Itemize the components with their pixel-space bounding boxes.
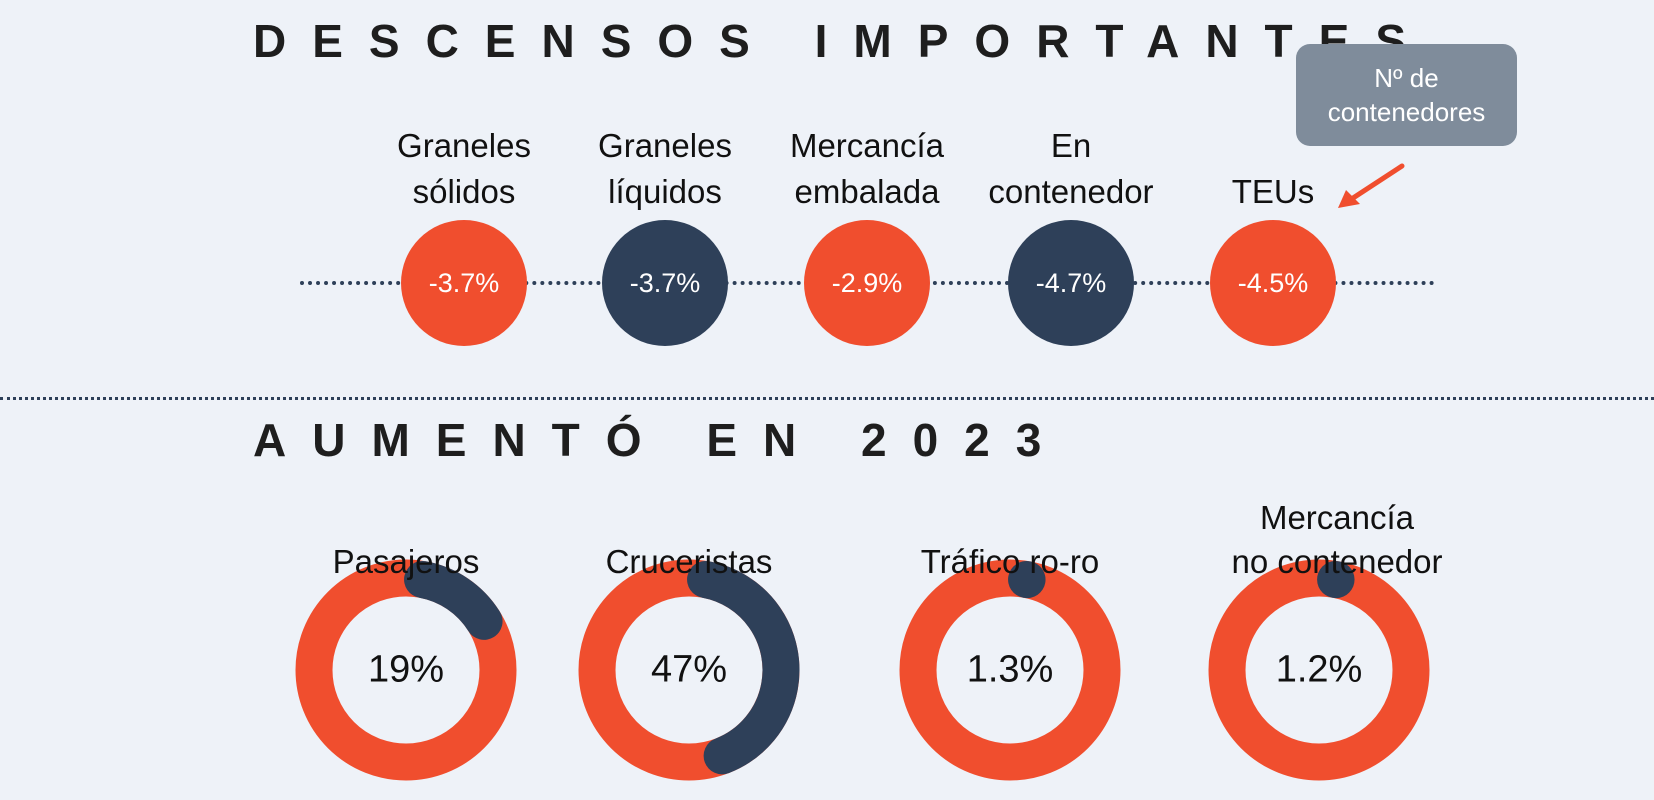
section-title-descensos: DESCENSOS IMPORTANTES [253, 15, 1432, 67]
label-line: sólidos [412, 173, 516, 210]
label-line: TEUs [1231, 173, 1315, 210]
label-line [860, 496, 1160, 540]
category-label: Graneles sólidos [354, 123, 574, 215]
donut-value-arc [295, 559, 517, 781]
value-bubble: -4.7% [1008, 220, 1134, 346]
category-label: TEUs [1163, 123, 1383, 215]
label-line: embalada [794, 173, 940, 210]
label-line: En [1050, 127, 1092, 164]
label-line: Cruceristas [605, 543, 773, 580]
section-title-aumento: AUMENTÓ EN 2023 [253, 414, 1068, 466]
donut-value-arc [899, 559, 1121, 781]
label-line: Graneles [598, 127, 732, 164]
donut-value: 47% [650, 648, 728, 691]
donut-value: 1.3% [966, 648, 1054, 691]
value-bubble: -4.5% [1210, 220, 1336, 346]
donut-value: 19% [367, 648, 445, 691]
value-bubble: -3.7% [401, 220, 527, 346]
callout-line: contenedores [1327, 97, 1486, 127]
value-bubble: -2.9% [804, 220, 930, 346]
callout-line: Nº de [1374, 63, 1439, 93]
donut-label: Pasajeros [256, 496, 556, 584]
label-line: Mercancía [789, 127, 945, 164]
value-bubble: -3.7% [602, 220, 728, 346]
donut-value-arc [1208, 559, 1430, 781]
label-line: contenedor [988, 173, 1154, 210]
label-line: Graneles [397, 127, 531, 164]
label-line: Mercancía [1259, 499, 1415, 536]
category-label: En contenedor [961, 123, 1181, 215]
arrow-icon [1338, 163, 1405, 208]
label-line [256, 496, 556, 540]
callout-box: Nº de contenedores [1296, 44, 1517, 146]
category-label: Graneles líquidos [555, 123, 775, 215]
donut-label: Cruceristas [539, 496, 839, 584]
donut-value-arc [578, 559, 800, 781]
label-line: no contenedor [1231, 543, 1443, 580]
donut-value: 1.2% [1275, 648, 1363, 691]
label-line [539, 496, 839, 540]
label-line: Pasajeros [332, 543, 480, 580]
label-line: Tráfico ro-ro [920, 543, 1100, 580]
section-divider [0, 397, 1654, 400]
label-line: líquidos [608, 173, 722, 210]
donut-label: Tráfico ro-ro [860, 496, 1160, 584]
category-label: Mercancía embalada [757, 123, 977, 215]
donut-label: Mercancía no contenedor [1187, 496, 1487, 584]
